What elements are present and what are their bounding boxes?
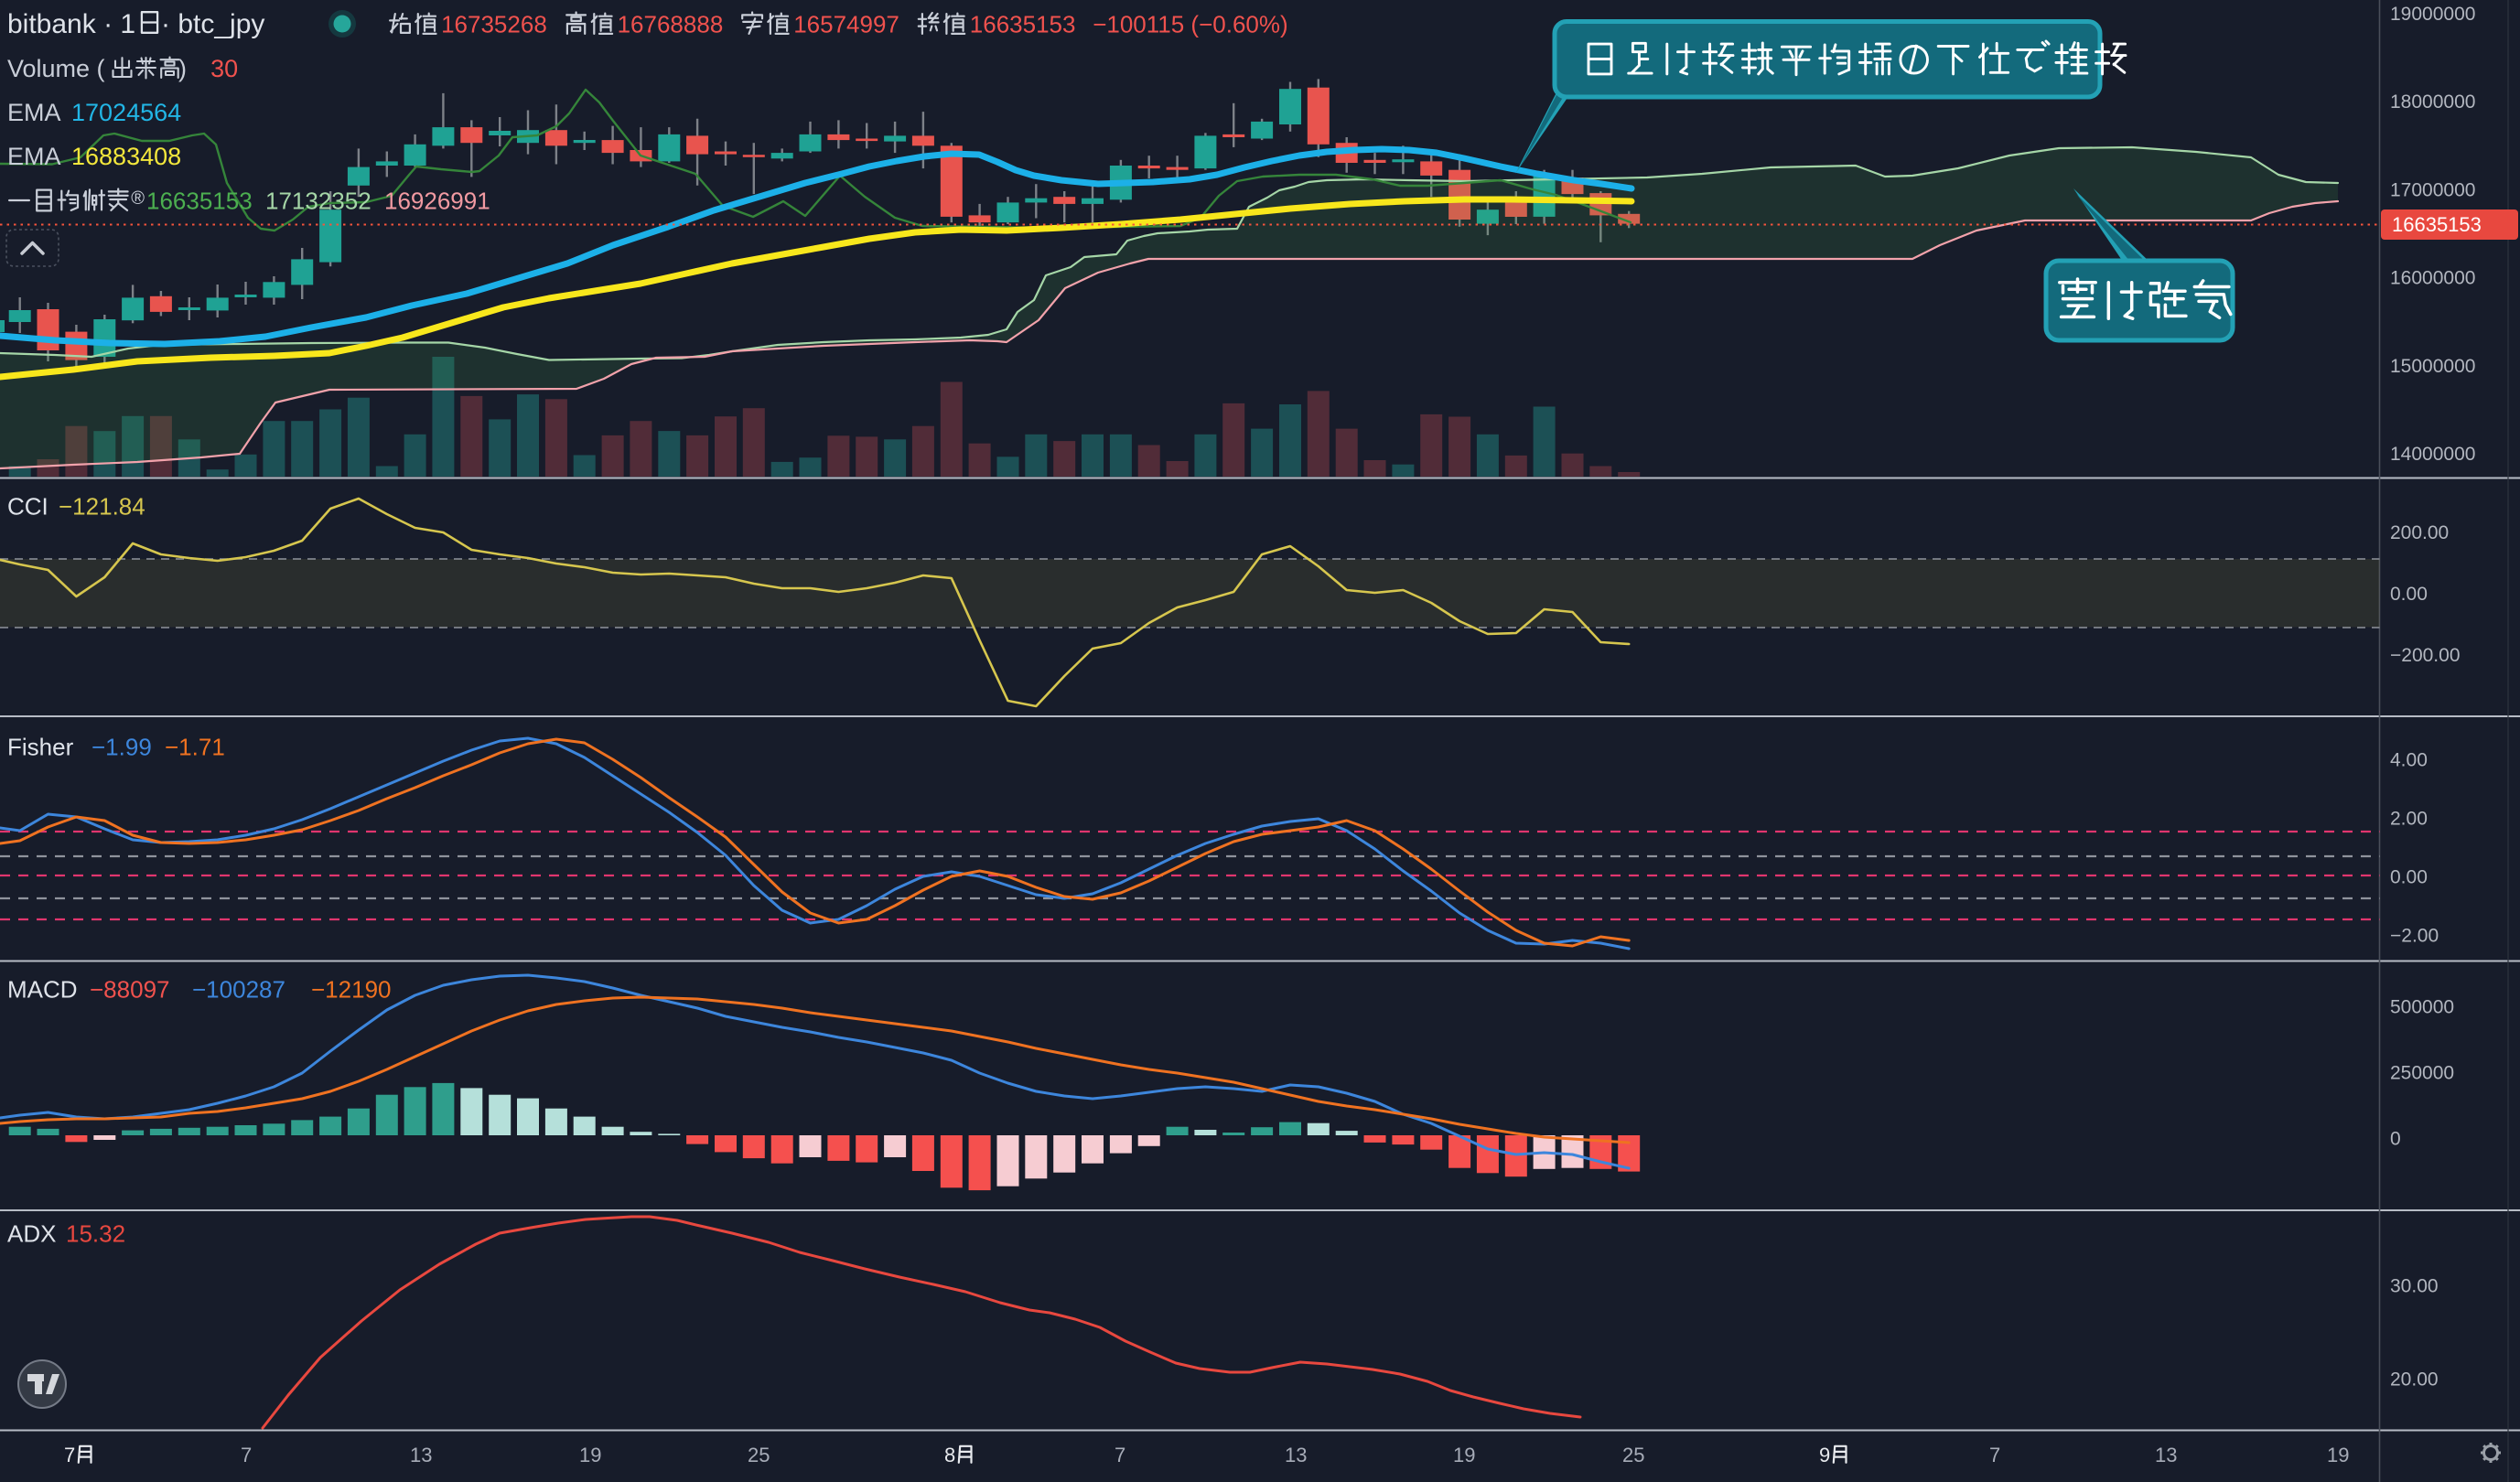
svg-text:−121.84: −121.84	[59, 492, 145, 520]
svg-text:16635153: 16635153	[970, 10, 1076, 38]
svg-text:19: 19	[2327, 1444, 2349, 1466]
svg-text:0.00: 0.00	[2390, 584, 2428, 605]
svg-text:16635153: 16635153	[2392, 213, 2482, 236]
svg-text:Fisher: Fisher	[7, 733, 74, 760]
svg-text:−100287: −100287	[192, 975, 285, 1003]
svg-text:2.00: 2.00	[2390, 809, 2428, 830]
svg-text:25: 25	[748, 1444, 770, 1466]
svg-text:MACD: MACD	[7, 975, 78, 1003]
svg-text:30: 30	[210, 55, 238, 82]
svg-text:8: 8	[944, 1444, 955, 1466]
svg-text:16768888: 16768888	[618, 10, 724, 38]
svg-text:0: 0	[2390, 1129, 2401, 1150]
svg-text:bitbank · 1: bitbank · 1	[7, 9, 135, 39]
svg-text:): )	[178, 55, 187, 82]
svg-text:19000000: 19000000	[2390, 4, 2475, 25]
svg-text:9: 9	[1819, 1444, 1830, 1466]
svg-text:16574997: 16574997	[793, 10, 899, 38]
svg-text:17024564: 17024564	[71, 99, 181, 126]
svg-text:500000: 500000	[2390, 997, 2454, 1018]
svg-text:· btc_jpy: · btc_jpy	[161, 9, 264, 39]
svg-text:4.00: 4.00	[2390, 750, 2428, 771]
svg-text:Volume (: Volume (	[7, 55, 105, 82]
svg-text:−12190: −12190	[311, 975, 391, 1003]
svg-text:0.00: 0.00	[2390, 867, 2428, 888]
svg-text:14000000: 14000000	[2390, 444, 2475, 465]
svg-text:25: 25	[1622, 1444, 1644, 1466]
svg-text:ADX: ADX	[7, 1219, 56, 1247]
svg-text:16735268: 16735268	[441, 10, 547, 38]
svg-text:16000000: 16000000	[2390, 268, 2475, 289]
svg-text:EMA: EMA	[7, 99, 61, 126]
svg-text:−100115 (−0.60%): −100115 (−0.60%)	[1093, 10, 1287, 38]
svg-text:13: 13	[1285, 1444, 1307, 1466]
svg-text:®: ®	[131, 188, 145, 209]
svg-text:19: 19	[1453, 1444, 1475, 1466]
svg-text:−200.00: −200.00	[2390, 645, 2461, 666]
svg-text:EMA: EMA	[7, 143, 61, 170]
svg-text:7: 7	[64, 1444, 75, 1466]
svg-text:250000: 250000	[2390, 1063, 2454, 1084]
svg-text:20.00: 20.00	[2390, 1369, 2439, 1391]
svg-text:18000000: 18000000	[2390, 91, 2475, 113]
svg-text:13: 13	[2155, 1444, 2177, 1466]
svg-text:CCI: CCI	[7, 492, 48, 520]
svg-text:−1.99: −1.99	[92, 733, 152, 760]
svg-text:13: 13	[410, 1444, 432, 1466]
svg-text:16883408: 16883408	[71, 143, 181, 170]
svg-text:7: 7	[241, 1444, 252, 1466]
svg-text:−88097: −88097	[90, 975, 169, 1003]
svg-text:7: 7	[1115, 1444, 1125, 1466]
svg-text:19: 19	[579, 1444, 601, 1466]
svg-text:30.00: 30.00	[2390, 1276, 2439, 1297]
svg-text:17132352: 17132352	[265, 187, 372, 214]
svg-text:200.00: 200.00	[2390, 522, 2449, 543]
svg-text:16635153: 16635153	[146, 187, 253, 214]
svg-text:17000000: 17000000	[2390, 179, 2475, 200]
svg-text:15000000: 15000000	[2390, 356, 2475, 377]
svg-text:16926991: 16926991	[384, 187, 490, 214]
svg-text:−2.00: −2.00	[2390, 926, 2439, 947]
svg-text:7: 7	[1989, 1444, 2000, 1466]
svg-text:15.32: 15.32	[66, 1219, 125, 1247]
svg-text:−1.71: −1.71	[165, 733, 225, 760]
